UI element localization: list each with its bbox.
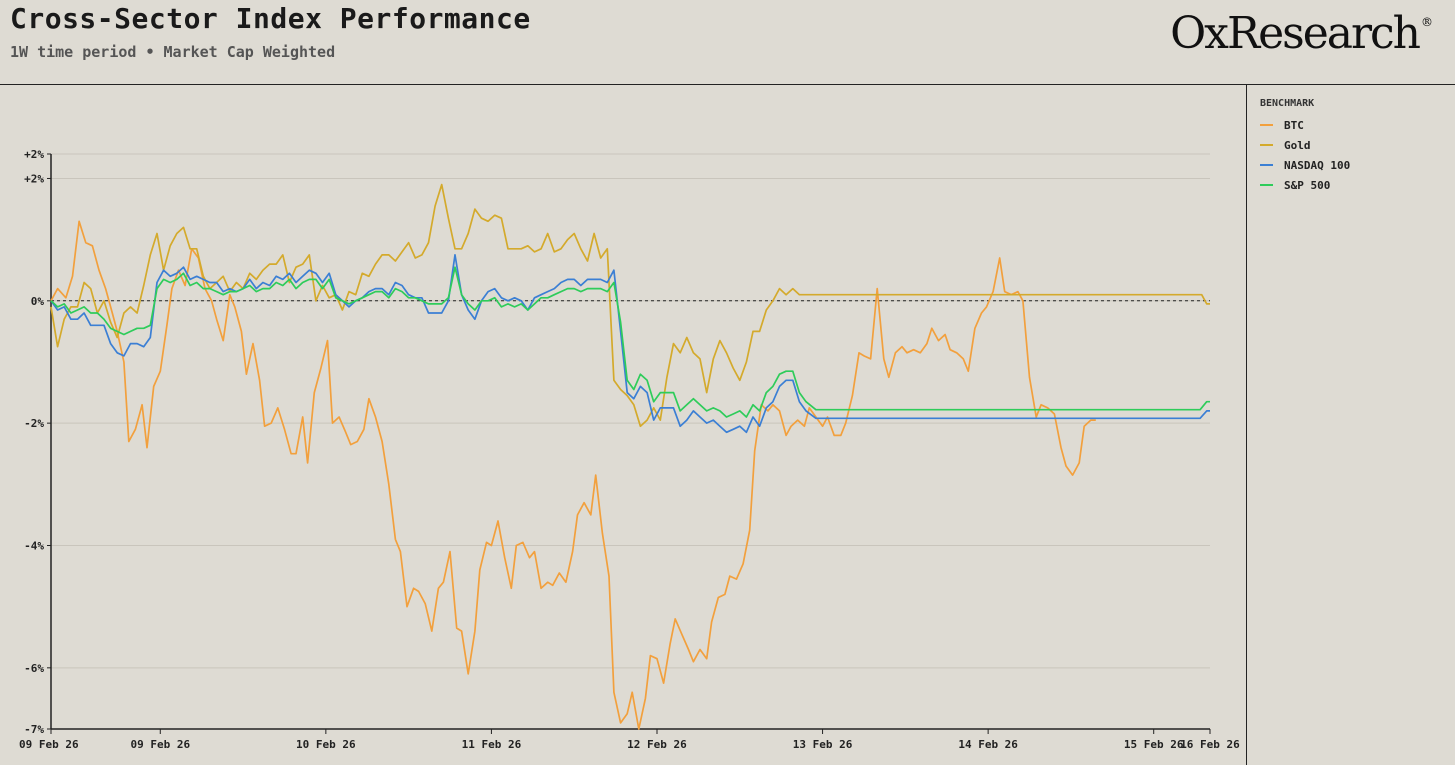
legend-swatch — [1260, 144, 1273, 146]
x-tick-label: 10 Feb 26 — [296, 738, 356, 751]
y-tick-label: -4% — [24, 539, 44, 552]
y-tick-label: +2% — [24, 148, 44, 161]
legend-item-btc[interactable]: BTC — [1260, 115, 1350, 135]
legend-label: BTC — [1284, 118, 1304, 132]
series-line-s-p-500 — [50, 266, 1210, 418]
y-tick-label: -7% — [24, 723, 44, 736]
legend-label: Gold — [1284, 138, 1311, 152]
header-divider — [0, 84, 1455, 85]
x-tick-label: 09 Feb 26 — [19, 738, 79, 751]
legend-swatch — [1260, 164, 1273, 166]
x-tick-label: 11 Feb 26 — [462, 738, 522, 751]
legend-label: S&P 500 — [1284, 178, 1331, 192]
x-tick-label: 14 Feb 26 — [958, 738, 1018, 751]
page-subtitle: 1W time period • Market Cap Weighted — [10, 43, 336, 61]
x-tick-label: 09 Feb 26 — [130, 738, 190, 751]
series-line-gold — [50, 183, 1210, 428]
legend-item-nasdaq[interactable]: NASDAQ 100 — [1260, 155, 1350, 175]
series-line-nasdaq-100 — [50, 254, 1210, 434]
page-title: Cross-Sector Index Performance — [10, 2, 531, 35]
brand-logo: OxResearch ® — [1170, 8, 1433, 59]
series-line-btc — [50, 220, 1096, 730]
x-tick-label: 12 Feb 26 — [627, 738, 687, 751]
x-tick-label: 16 Feb 26 — [1180, 738, 1240, 751]
legend-divider — [1246, 84, 1247, 765]
legend-label: NASDAQ 100 — [1284, 158, 1351, 172]
x-tick-label: 13 Feb 26 — [793, 738, 853, 751]
legend-swatch — [1260, 184, 1273, 186]
header: Cross-Sector Index Performance 1W time p… — [0, 0, 1455, 84]
legend-item-sp500[interactable]: S&P 500 — [1260, 175, 1350, 195]
legend-swatch — [1260, 124, 1273, 126]
y-tick-label: -6% — [24, 662, 44, 675]
legend-title: BENCHMARK — [1260, 98, 1315, 109]
legend: BENCHMARK BTC Gold NASDAQ 100 S&P 500 — [1260, 98, 1350, 195]
y-tick-label: +2% — [24, 172, 44, 185]
y-tick-label: 0% — [31, 295, 45, 308]
line-chart: +2% +2% 0% -2% -4% -6% -7% 09 Feb 26 09 Feb 26 10… — [19, 148, 1240, 751]
registered-mark: ® — [1421, 15, 1433, 30]
legend-item-gold[interactable]: Gold — [1260, 135, 1350, 155]
x-tick-label: 15 Feb 26 — [1124, 738, 1184, 751]
brand-logo-text: OxResearch — [1170, 8, 1421, 59]
y-tick-label: -2% — [24, 417, 44, 430]
